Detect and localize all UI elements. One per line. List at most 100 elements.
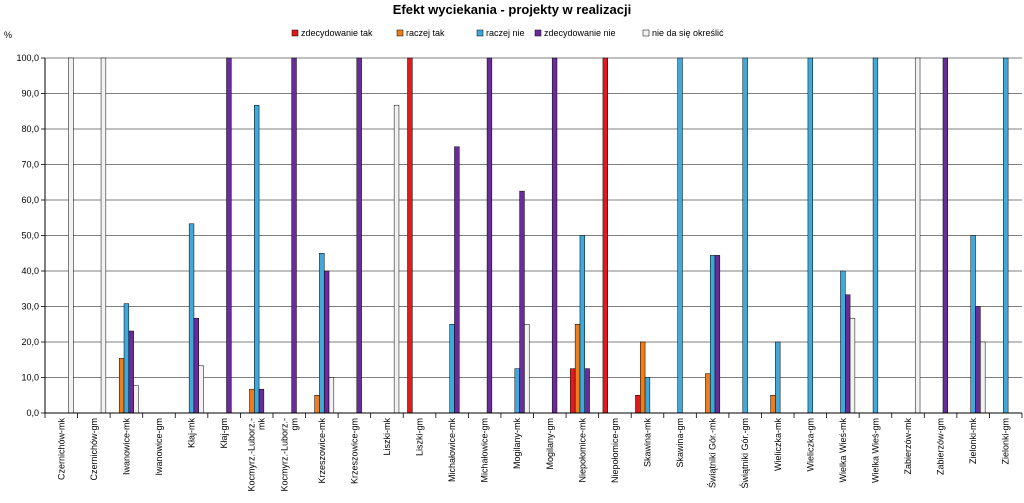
legend-swatch <box>642 29 650 37</box>
bar <box>914 57 921 414</box>
x-tick-label: Świątniki Gór.-mk <box>707 418 718 489</box>
bar <box>198 365 204 414</box>
legend-item: nie da się określić <box>642 28 724 38</box>
y-tick-label: 0,0 <box>26 408 39 418</box>
x-tick-label: Czernichów-gm <box>89 418 99 481</box>
x-tick-label: Michałowice-mk <box>447 418 457 483</box>
x-tick-label: Mogilany-gm <box>545 418 555 470</box>
bar <box>100 57 107 414</box>
bar <box>249 388 255 414</box>
bar <box>524 324 530 414</box>
y-tick-label: 20,0 <box>21 337 39 347</box>
legend-item: raczej nie <box>476 28 525 38</box>
x-tick-label: Wielka Wieś-gm <box>871 418 881 483</box>
bar <box>193 317 199 414</box>
x-tick-label: Kłaj-gm <box>219 418 229 449</box>
y-tick-label: 100,0 <box>16 53 39 63</box>
bar <box>975 306 981 414</box>
y-axis-ticks: 0,0 10,0 20,0 30,0 40,0 50,0 60,0 70,0 80,0 90,0 1… <box>16 53 45 418</box>
bar <box>226 57 232 414</box>
bar <box>640 341 646 414</box>
x-tick-label: Wieliczka-gm <box>805 418 815 472</box>
legend-item: zdecydowanie tak <box>291 28 373 38</box>
x-tick-label: Zabierzów-gm <box>936 418 946 475</box>
axes <box>44 58 1023 418</box>
bar <box>942 57 949 414</box>
bar <box>644 377 651 414</box>
x-tick-label: Michałowice-gm <box>480 418 490 483</box>
y-axis-label: % <box>4 30 12 40</box>
bar <box>393 104 400 414</box>
bar <box>840 270 846 414</box>
legend-label: raczej tak <box>406 28 445 38</box>
bar <box>705 373 711 414</box>
bar <box>574 324 581 414</box>
y-tick-label: 90,0 <box>21 89 39 99</box>
bar <box>123 303 130 414</box>
bar <box>291 57 297 414</box>
bar <box>570 368 576 414</box>
bar <box>584 368 590 414</box>
bars <box>68 57 1009 414</box>
bar <box>254 104 260 414</box>
bar <box>807 57 813 414</box>
x-tick-label: Świątniki Gór.-gm <box>739 418 750 489</box>
x-axis-ticks: Czernichów-mk Czernichów-gm Iwanowice-mk Iw… <box>56 418 1010 492</box>
bar <box>514 368 520 414</box>
bar <box>68 57 74 414</box>
bar <box>486 57 493 414</box>
bar <box>872 57 879 414</box>
y-tick-label: 10,0 <box>21 373 39 383</box>
y-tick-label: 60,0 <box>21 195 39 205</box>
x-tick-label: Iwanowice-mk <box>121 418 131 476</box>
x-tick-label: Krzeszowice-mk <box>317 418 327 484</box>
bar <box>1003 57 1009 414</box>
legend-swatch <box>534 29 542 37</box>
bar <box>328 377 335 414</box>
x-tick-label: Iwanowice-gm <box>154 418 164 476</box>
legend-item: zdecydowanie nie <box>534 28 616 38</box>
x-tick-label: Kłaj-mk <box>187 418 197 449</box>
legend-swatch <box>291 29 299 37</box>
bar <box>118 358 125 414</box>
bar <box>579 235 586 414</box>
bar <box>602 57 608 414</box>
legend-swatch <box>476 29 484 37</box>
bar <box>849 317 856 414</box>
bar <box>519 190 525 414</box>
x-tick-label: Liszki-mk <box>382 418 392 456</box>
x-tick-label: Liszki-gm <box>415 418 425 456</box>
bar <box>407 57 413 414</box>
legend-label: nie da się określić <box>652 28 724 38</box>
chart-title: Efekt wyciekania - projekty w realizacji <box>393 2 631 17</box>
legend-item: raczej tak <box>396 28 445 38</box>
x-tick-label: Wielka Wieś-mk <box>838 418 848 483</box>
x-tick-label: Kocmyrz.-Luborz.-gm <box>279 418 299 492</box>
bar <box>449 324 455 414</box>
bar <box>709 255 716 414</box>
y-tick-label: 50,0 <box>21 231 39 241</box>
bar <box>188 223 195 414</box>
x-tick-label: Zielonki-mk <box>968 418 978 465</box>
legend-label: zdecydowanie tak <box>301 28 373 38</box>
x-tick-label: Mogilany-mk <box>512 418 522 470</box>
bar <box>323 270 330 414</box>
bar <box>714 255 721 414</box>
x-tick-label: Kocmyrz.-Luborz.-mk <box>247 418 267 492</box>
bar <box>319 253 325 414</box>
x-tick-label: Niepołomice-gm <box>610 418 620 483</box>
bar <box>775 341 781 414</box>
y-tick-label: 80,0 <box>21 124 39 134</box>
bar <box>454 146 460 414</box>
bar <box>356 57 362 414</box>
x-tick-label: Zielonki-gm <box>1001 418 1011 465</box>
legend-label: raczej nie <box>486 28 525 38</box>
legend: zdecydowanie tak raczej tak raczej nie zdec… <box>291 28 724 38</box>
x-tick-label: Niepołomice-mk <box>577 418 587 483</box>
bar <box>133 385 139 414</box>
bar <box>551 57 558 414</box>
bar <box>970 235 976 414</box>
x-tick-label: Wieliczka-mk <box>773 418 783 471</box>
y-tick-label: 70,0 <box>21 160 39 170</box>
